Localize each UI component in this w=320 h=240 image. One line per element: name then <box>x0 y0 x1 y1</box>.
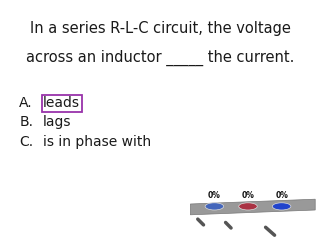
Text: is in phase with: is in phase with <box>43 135 151 149</box>
Text: In a series R-L-C circuit, the voltage: In a series R-L-C circuit, the voltage <box>29 21 291 36</box>
Text: leads: leads <box>43 96 80 110</box>
Ellipse shape <box>272 203 291 210</box>
Text: 0%: 0% <box>208 191 221 200</box>
Ellipse shape <box>239 203 257 210</box>
Text: B.: B. <box>19 115 33 129</box>
Text: 0%: 0% <box>242 191 254 200</box>
Polygon shape <box>190 199 315 215</box>
Text: A.: A. <box>19 96 33 110</box>
Ellipse shape <box>205 203 224 210</box>
Text: lags: lags <box>43 115 72 129</box>
Text: across an inductor _____ the current.: across an inductor _____ the current. <box>26 49 294 66</box>
Text: 0%: 0% <box>275 191 288 200</box>
Text: C.: C. <box>19 135 33 149</box>
